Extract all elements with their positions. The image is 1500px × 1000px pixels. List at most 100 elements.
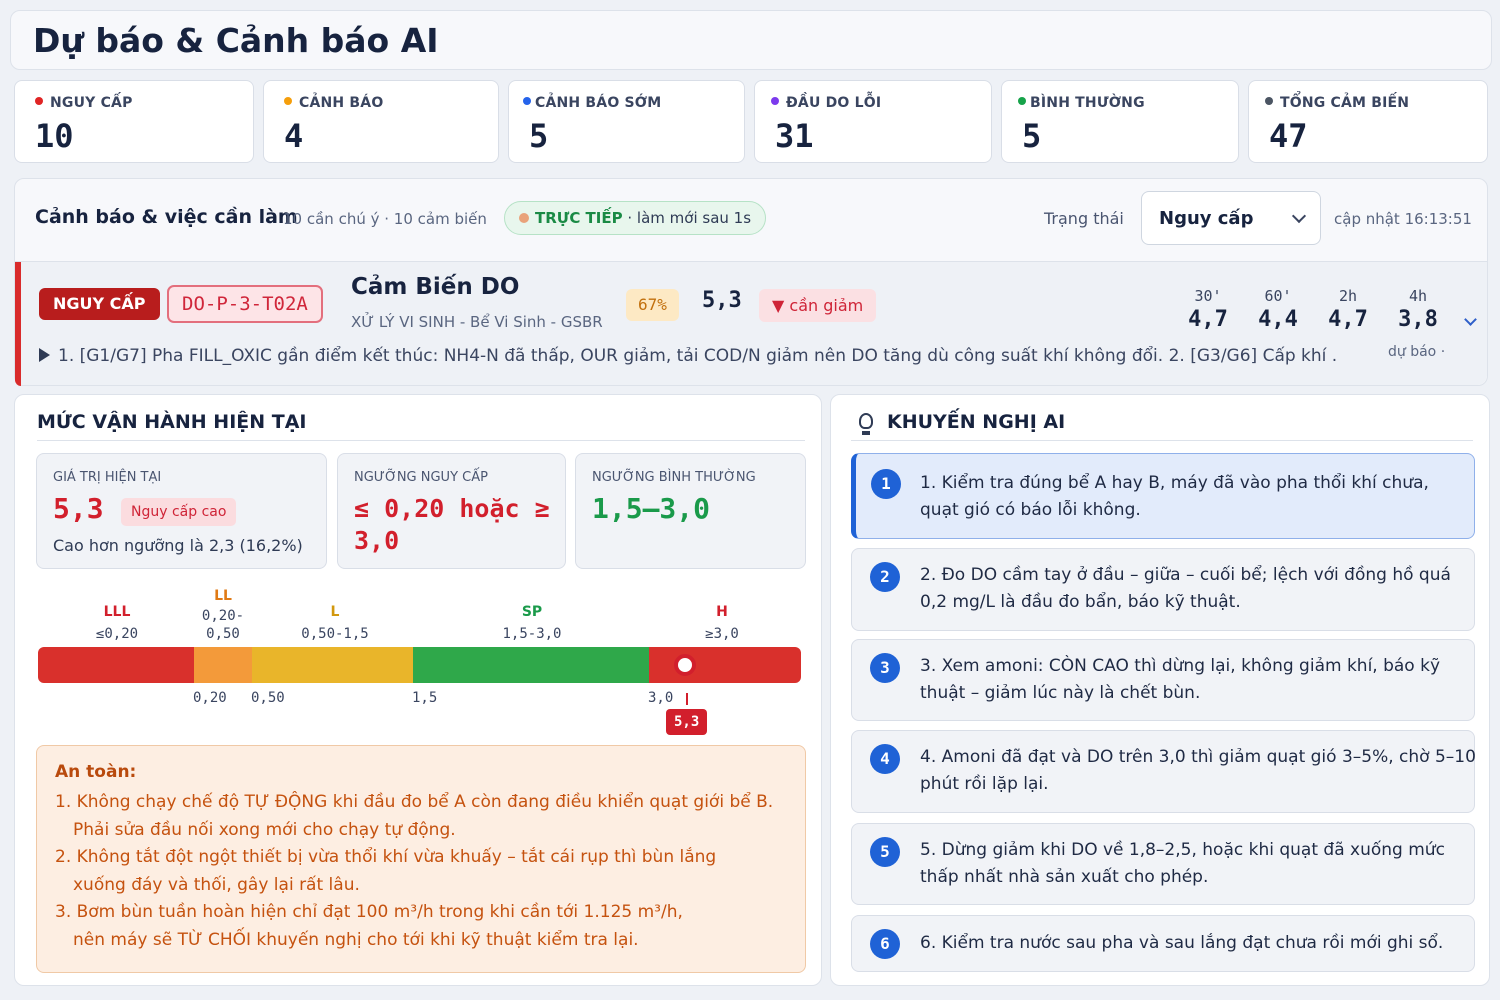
recommendation-item-5[interactable]: 5 5. Dừng giảm khi DO về 1,8–2,5, hoặc k… (851, 823, 1475, 905)
stat-value: 5 (1022, 117, 1042, 155)
safety-item: 2. Không tắt đột ngột thiết bị vừa thổi … (55, 843, 716, 899)
marker-line (686, 693, 688, 705)
zone-range-ll: 0,20- (201, 608, 245, 624)
operating-title: MỨC VẬN HÀNH HIỆN TẠI (37, 411, 307, 433)
zone-bar-lll (38, 647, 194, 683)
status-dot-icon (35, 97, 43, 105)
safety-line: 2. Không tắt đột ngột thiết bị vừa thổi … (55, 847, 717, 867)
recommendation-item-6[interactable]: 6 6. Kiểm tra nước sau pha và sau lắng đ… (851, 915, 1475, 972)
step-number-badge: 5 (870, 837, 900, 867)
recommendation-text: 6. Kiểm tra nước sau pha và sau lắng đạt… (920, 933, 1444, 953)
trend-badge: ▼ cần giảm (759, 289, 877, 322)
alert-detail-text: 1. [G1/G7] Pha FILL_OXIC gần điểm kết th… (58, 346, 1339, 366)
zone-bar-h (649, 647, 801, 683)
zone-label-l: L (330, 604, 340, 620)
status-filter-select[interactable]: Nguy cấp (1141, 191, 1321, 245)
recommendation-item-1[interactable]: 1 1. Kiểm tra đúng bể A hay B, máy đã và… (851, 453, 1475, 539)
zone-label-lll: LLL (103, 604, 131, 620)
safety-line: 3. Bơm bùn tuần hoàn hiện chỉ đạt 100 m³… (55, 902, 683, 922)
safety-item: 1. Không chạy chế độ TỰ ĐỘNG khi đầu đo … (55, 788, 773, 844)
safety-line: nên máy sẽ TỪ CHỐI khuyến nghị cho tới k… (73, 930, 639, 950)
tick-label: 0,50 (251, 690, 285, 706)
sensor-name: Cảm Biến DO (351, 274, 520, 300)
forecast-horizon: 4h (1408, 287, 1428, 305)
live-badge: TRỰC TIẾP · làm mới sau 1s (504, 201, 767, 235)
zone-bar-l (252, 647, 413, 683)
forecast-horizon: 2h (1338, 287, 1358, 305)
safety-line: Phải sửa đầu nối xong mới cho chạy tự độ… (73, 820, 456, 840)
current-value: 5,3 (702, 288, 742, 313)
alert-detail[interactable]: 1. [G1/G7] Pha FILL_OXIC gần điểm kết th… (39, 346, 1339, 366)
chevron-down-icon (1291, 208, 1307, 224)
severity-bar (15, 262, 21, 386)
alerts-title: Cảnh báo & việc cần làm (35, 206, 298, 228)
stat-card-faulty-probe[interactable]: ĐẦU DO LỖI 31 (754, 80, 992, 163)
expand-chevron-icon[interactable] (1464, 313, 1477, 326)
tick-label: 0,20 (193, 690, 227, 706)
recommendation-item-2[interactable]: 2 2. Đo DO cầm tay ở đầu – giữa – cuối b… (851, 548, 1475, 631)
tick-label: 1,5 (412, 690, 438, 706)
stat-label: BÌNH THƯỜNG (1030, 95, 1145, 111)
recommendation-item-3[interactable]: 3 3. Xem amoni: CÒN CAO thì dừng lại, kh… (851, 639, 1475, 721)
normal-threshold: 1,5–3,0 (592, 492, 711, 525)
status-dot-icon (284, 97, 292, 105)
critical-threshold-line2: 3,0 (354, 526, 400, 555)
zone-label-sp: SP (521, 604, 543, 620)
safety-title: An toàn: (55, 762, 137, 782)
confidence-badge: 67% (626, 289, 679, 321)
critical-label: NGƯỠNG NGUY CẤP (354, 470, 488, 485)
step-number-badge: 3 (870, 653, 900, 683)
critical-threshold-line1: ≤ 0,20 hoặc ≥ (354, 494, 550, 523)
stat-value: 47 (1269, 117, 1308, 155)
stat-card-warning[interactable]: CẢNH BÁO 4 (263, 80, 499, 163)
alert-card[interactable]: NGUY CẤP DO-P-3-T02A Cảm Biến DO XỬ LÝ V… (15, 261, 1487, 386)
safety-box: An toàn: 1. Không chạy chế độ TỰ ĐỘNG kh… (36, 745, 806, 973)
stat-label: CẢNH BÁO SỚM (535, 95, 662, 111)
current-value-big: 5,3 (53, 492, 104, 525)
live-label: TRỰC TIẾP (535, 209, 623, 227)
page-title: Dự báo & Cảnh báo AI (33, 21, 439, 60)
lightbulb-icon (859, 413, 873, 429)
forecast-value: 4,7 (1188, 307, 1228, 332)
safety-line: 1. Không chạy chế độ TỰ ĐỘNG khi đầu đo … (55, 792, 774, 812)
status-filter-value: Nguy cấp (1159, 208, 1254, 229)
ai-recommendations-panel: KHUYẾN NGHỊ AI 1 1. Kiểm tra đúng bể A h… (830, 394, 1490, 986)
recommendation-text: 5. Dừng giảm khi DO về 1,8–2,5, hoặc khi… (920, 840, 1445, 887)
recommendation-text: 1. Kiểm tra đúng bể A hay B, máy đã vào … (920, 473, 1429, 520)
expand-triangle-icon[interactable] (39, 348, 50, 362)
operating-level-panel: MỨC VẬN HÀNH HIỆN TẠI GIÁ TRỊ HIỆN TẠI 5… (14, 394, 822, 986)
stat-label: ĐẦU DO LỖI (786, 95, 882, 111)
step-number-badge: 1 (871, 469, 901, 499)
recommendation-text: 3. Xem amoni: CÒN CAO thì dừng lại, khôn… (920, 656, 1441, 703)
updated-time: cập nhật 16:13:51 (1334, 210, 1472, 228)
zone-range-lll: ≤0,20 (95, 626, 139, 642)
alerts-subtitle: 10 cần chú ý · 10 cảm biến (283, 210, 487, 228)
alerts-panel: Cảnh báo & việc cần làm 10 cần chú ý · 1… (14, 178, 1488, 386)
current-value-marker (674, 654, 696, 676)
sensor-location: XỬ LÝ VI SINH - Bể Vi Sinh - GSBR (351, 313, 603, 331)
status-filter-label: Trạng thái (1044, 209, 1124, 228)
stat-card-early-warning[interactable]: CẢNH BÁO SỚM 5 (508, 80, 745, 163)
live-refresh: · làm mới sau 1s (622, 209, 752, 227)
zone-bar-sp (413, 647, 649, 683)
live-dot-icon (519, 213, 529, 223)
forecast-60m: 60' 4,4 (1248, 287, 1308, 332)
zone-range-sp: 1,5-3,0 (502, 626, 562, 642)
stat-value: 31 (775, 117, 814, 155)
zone-range-l: 0,50-1,5 (301, 626, 369, 642)
forecast-horizon: 60' (1264, 287, 1292, 305)
divider (37, 440, 805, 441)
sensor-code-badge[interactable]: DO-P-3-T02A (167, 285, 323, 323)
safety-line: xuống đáy và thối, gây lại rất lâu. (73, 875, 360, 895)
zone-range-ll-2: 0,50 (206, 626, 240, 642)
stat-card-critical[interactable]: NGUY CẤP 10 (14, 80, 254, 163)
forecast-4h: 4h 3,8 (1388, 287, 1448, 332)
normal-threshold-card: NGƯỠNG BÌNH THƯỜNG 1,5–3,0 (575, 453, 806, 569)
stat-card-total-sensors[interactable]: TỔNG CẢM BIẾN 47 (1248, 80, 1488, 163)
stat-card-normal[interactable]: BÌNH THƯỜNG 5 (1001, 80, 1239, 163)
forecast-2h: 2h 4,7 (1318, 287, 1378, 332)
critical-threshold-card: NGƯỠNG NGUY CẤP ≤ 0,20 hoặc ≥ 3,0 (337, 453, 566, 569)
zone-range-h: ≥3,0 (705, 626, 739, 642)
recommendation-item-4[interactable]: 4 4. Amoni đã đạt và DO trên 3,0 thì giả… (851, 730, 1476, 813)
stat-value: 5 (529, 117, 549, 155)
